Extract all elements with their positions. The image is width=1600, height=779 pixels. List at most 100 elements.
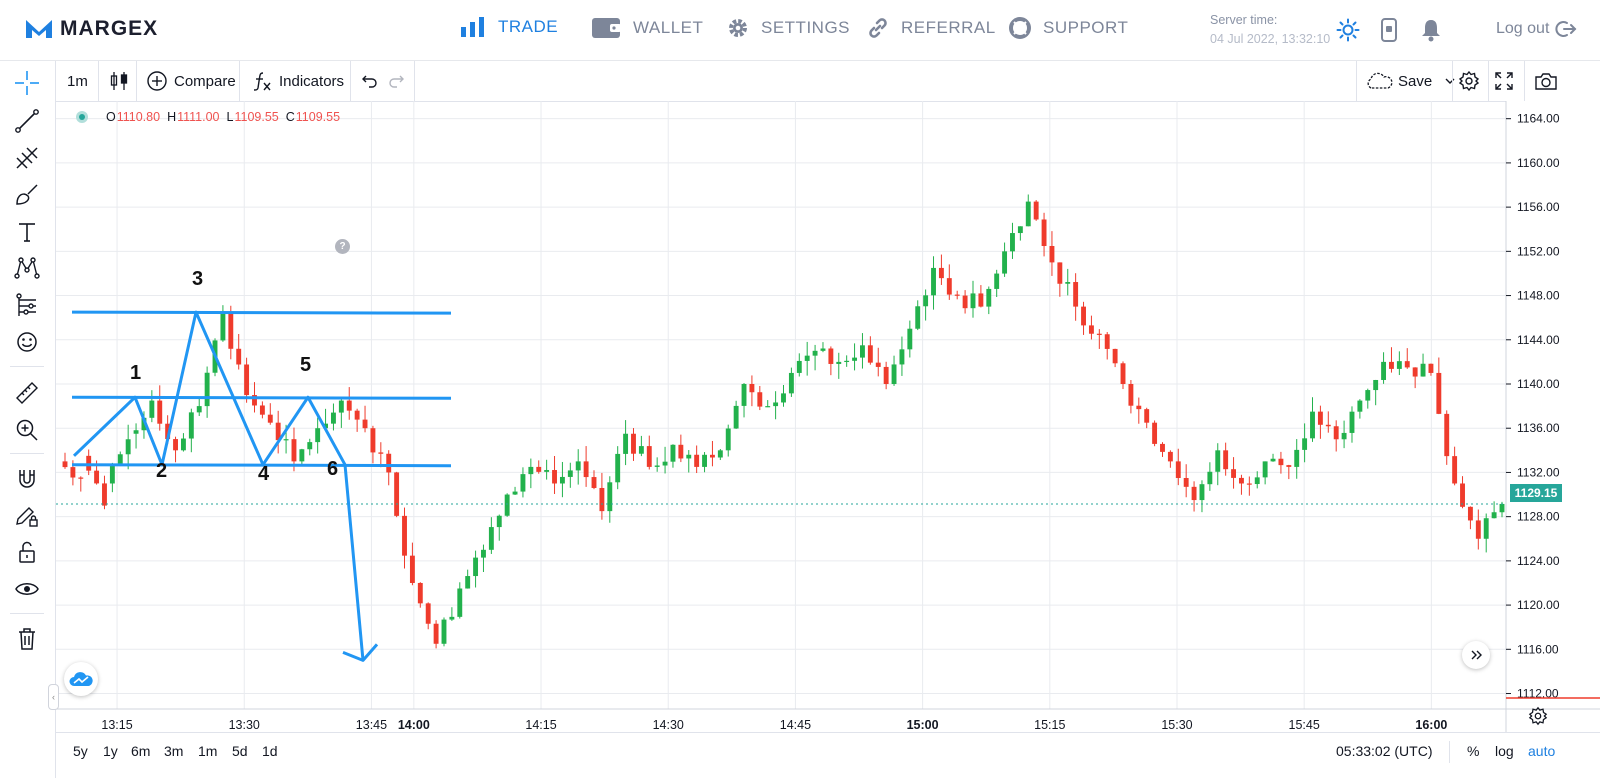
- axis-settings-button[interactable]: [1528, 706, 1548, 731]
- fib-tool[interactable]: [13, 144, 41, 172]
- candle-body: [1128, 383, 1134, 406]
- percent-toggle[interactable]: %: [1467, 743, 1480, 759]
- candle-body: [1404, 361, 1410, 368]
- magnet-icon: [19, 470, 35, 488]
- candle-body: [804, 355, 810, 361]
- remove-drawings-tool[interactable]: [13, 625, 41, 653]
- redo-button[interactable]: [387, 61, 407, 101]
- save-button[interactable]: Save: [1364, 61, 1456, 101]
- pattern-tool[interactable]: [13, 254, 41, 282]
- interval-selector[interactable]: 1m: [67, 72, 88, 90]
- compare-button[interactable]: Compare: [146, 61, 236, 101]
- candle-body: [102, 483, 107, 506]
- nav-support[interactable]: SUPPORT: [1009, 17, 1128, 39]
- lock-all-tool[interactable]: [13, 538, 41, 566]
- candle-body: [962, 295, 968, 309]
- nav-trade-label: TRADE: [498, 17, 559, 36]
- crosshair-tool[interactable]: [13, 69, 41, 97]
- candle-body: [1073, 282, 1079, 307]
- pattern-label-3: 3: [192, 268, 204, 290]
- candle-body: [1088, 325, 1094, 334]
- nav-wallet[interactable]: WALLET: [591, 17, 703, 39]
- text-tool[interactable]: [13, 218, 41, 246]
- zoom-tool[interactable]: [13, 416, 41, 444]
- toolbar-divider: [1449, 741, 1450, 763]
- range-1y[interactable]: 1y: [103, 743, 118, 759]
- measure-tool[interactable]: [13, 379, 41, 407]
- auto-scale-toggle[interactable]: auto: [1528, 743, 1556, 759]
- toolbar-divider: [1356, 61, 1357, 101]
- range-3m[interactable]: 3m: [164, 743, 184, 759]
- compare-label: Compare: [174, 72, 236, 90]
- smartphone-icon: [1381, 18, 1397, 42]
- candle-body: [259, 405, 265, 415]
- candle-body: [1483, 518, 1489, 539]
- candle-body: [1041, 219, 1047, 247]
- candle-body: [188, 412, 194, 439]
- logout-button[interactable]: Log out: [1496, 19, 1577, 39]
- brush-tool[interactable]: [13, 181, 41, 209]
- visibility-tool[interactable]: [13, 575, 41, 603]
- range-5y[interactable]: 5y: [73, 743, 88, 759]
- scroll-to-realtime-button[interactable]: [1462, 641, 1490, 669]
- range-6m[interactable]: 6m: [131, 743, 151, 759]
- nav-settings-label: SETTINGS: [761, 18, 851, 37]
- trend-line-tool[interactable]: [13, 107, 41, 135]
- candle-body: [133, 430, 139, 434]
- candle-body: [402, 515, 407, 556]
- fullscreen-button[interactable]: [1493, 61, 1515, 101]
- server-time-value: 04 Jul 2022, 13:32:10: [1210, 32, 1331, 46]
- range-1m[interactable]: 1m: [198, 743, 218, 759]
- nav-referral[interactable]: REFERRAL: [867, 17, 996, 39]
- price-chart[interactable]: 1112.00 1116.00 1120.00 1124.00 1128.00 1132.…: [56, 101, 1600, 732]
- help-icon[interactable]: ?: [335, 239, 350, 254]
- candle-body: [638, 446, 644, 454]
- candle-body: [378, 452, 384, 454]
- icons-tool[interactable]: [13, 328, 41, 356]
- candle-body: [465, 576, 471, 589]
- chart-type-button[interactable]: [108, 61, 130, 101]
- candle-body: [1428, 363, 1434, 373]
- candle-body: [520, 474, 526, 492]
- candle-body: [125, 439, 131, 455]
- candle-body: [441, 619, 447, 644]
- trend-line-icon: [15, 109, 39, 133]
- candle-body: [299, 449, 305, 462]
- mobile-app-button[interactable]: [1380, 18, 1398, 47]
- candle-body: [954, 294, 960, 296]
- magnet-tool[interactable]: [13, 465, 41, 493]
- gear-icon: [729, 19, 747, 37]
- drawing-toolbar: [0, 61, 56, 778]
- collapse-toolbar-handle[interactable]: ‹: [48, 684, 59, 710]
- utc-clock[interactable]: 05:33:02 (UTC): [1336, 743, 1433, 759]
- candle-body: [1262, 461, 1268, 478]
- candle-body: [567, 470, 573, 477]
- nav-trade[interactable]: TRADE: [460, 17, 558, 37]
- prediction-tool[interactable]: [13, 292, 41, 320]
- candle-body: [741, 383, 747, 406]
- tradingview-logo[interactable]: [64, 662, 98, 696]
- candle-body: [1357, 400, 1363, 412]
- time-tick-label: 14:45: [780, 718, 811, 732]
- margex-logo[interactable]: MARGEX: [24, 16, 158, 42]
- undo-button[interactable]: [359, 61, 379, 101]
- candle-body: [709, 454, 715, 458]
- candle-body: [449, 616, 455, 620]
- range-1d[interactable]: 1d: [262, 743, 278, 759]
- candle-body: [757, 392, 763, 407]
- redo-icon: [389, 75, 404, 88]
- log-toggle[interactable]: log: [1495, 743, 1514, 759]
- nav-settings[interactable]: SETTINGS: [727, 17, 850, 39]
- candle-body: [733, 405, 739, 429]
- lock-drawing-tool[interactable]: [13, 502, 41, 530]
- candle-body: [536, 466, 542, 472]
- screenshot-button[interactable]: [1534, 61, 1558, 101]
- notifications-button[interactable]: [1420, 18, 1442, 47]
- indicators-button[interactable]: Indicators: [251, 61, 344, 101]
- candle-body: [323, 423, 329, 429]
- range-5d[interactable]: 5d: [232, 743, 248, 759]
- pattern-level-line: [71, 310, 452, 315]
- theme-toggle[interactable]: [1336, 18, 1360, 47]
- candle-body: [1373, 379, 1379, 391]
- chart-settings-button[interactable]: [1458, 61, 1480, 101]
